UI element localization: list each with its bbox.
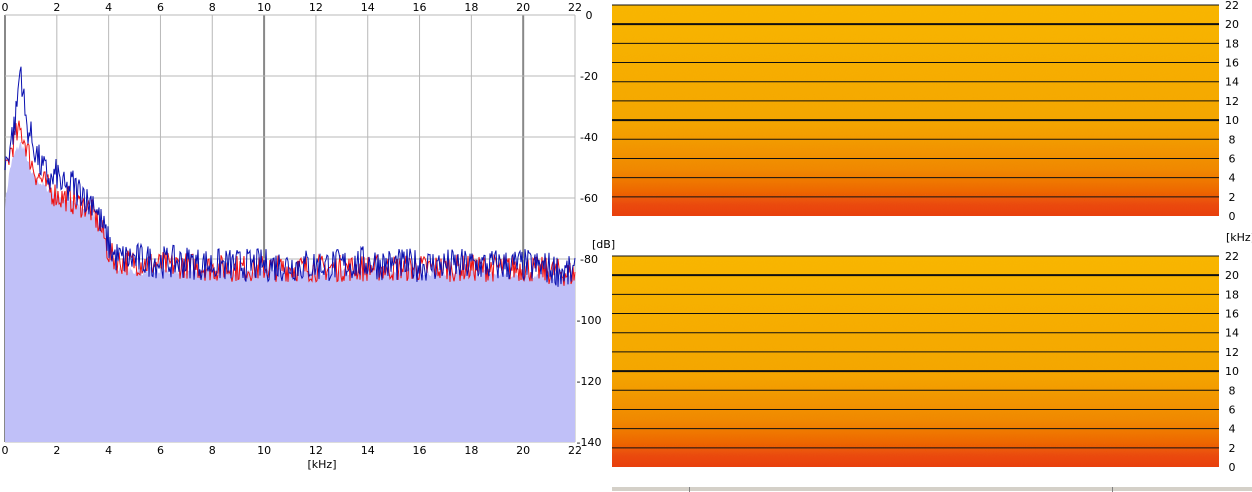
y-tick-label: -100 (577, 314, 602, 327)
frequency-grid-lines (612, 255, 1219, 449)
frequency-tick-label: 0 (1229, 461, 1236, 474)
frequency-tick-label: 20 (1225, 18, 1239, 31)
x-tick-label: 14 (361, 444, 375, 457)
x-tick-label: 10 (257, 444, 271, 457)
y-tick-label: -80 (580, 253, 598, 266)
frequency-tick-label: 22 (1225, 250, 1239, 263)
spectrum-fill-area (5, 142, 575, 442)
x-tick-label: 18 (464, 444, 478, 457)
frequency-tick-label: 8 (1229, 133, 1236, 146)
frequency-tick-label: 14 (1225, 327, 1239, 340)
status-divider (689, 487, 690, 492)
x-tick-label: 8 (209, 444, 216, 457)
frequency-axis-label: [kHz] (1226, 231, 1252, 244)
series-line-blue (4, 66, 576, 287)
y-tick-label: -40 (580, 131, 598, 144)
frequency-tick-label: 16 (1225, 308, 1239, 321)
x-tick-label: 12 (309, 1, 323, 14)
x-tick-label: 0 (2, 1, 9, 14)
y-tick-label: 0 (586, 9, 593, 22)
frequency-tick-label: 0 (1229, 210, 1236, 223)
frequency-tick-label: 8 (1229, 384, 1236, 397)
x-tick-label: 2 (53, 444, 60, 457)
x-tick-label: 6 (157, 1, 164, 14)
frequency-tick-label: 18 (1225, 288, 1239, 301)
frequency-tick-label: 6 (1229, 403, 1236, 416)
x-tick-label: 16 (413, 444, 427, 457)
x-tick-label: 6 (157, 444, 164, 457)
spectrogram-image (612, 256, 1219, 467)
y-tick-label: -20 (580, 70, 598, 83)
x-tick-label: 22 (568, 1, 582, 14)
frequency-tick-label: 2 (1229, 191, 1236, 204)
y-tick-label: -140 (577, 436, 602, 449)
x-tick-label: 20 (516, 1, 530, 14)
frequency-tick-label: 2 (1229, 442, 1236, 455)
x-tick-label: 0 (2, 444, 9, 457)
frequency-tick-label: 14 (1225, 76, 1239, 89)
x-tick-label: 2 (53, 1, 60, 14)
frequency-tick-label: 20 (1225, 269, 1239, 282)
x-tick-label: 16 (413, 1, 427, 14)
x-axis-label: [kHz] (308, 458, 337, 471)
spectrogram-image (612, 5, 1219, 216)
spectrum-chart: 0 2 4 6 8 10 12 14 16 18 20 22 0 2 4 6 8 10 12 14 16 18 20 22 … (2, 1, 616, 471)
frequency-tick-label: 12 (1225, 95, 1239, 108)
frequency-tick-label: 4 (1229, 172, 1236, 185)
y-tick-label: -60 (580, 192, 598, 205)
frequency-grid-lines (612, 4, 1219, 198)
x-tick-label: 12 (309, 444, 323, 457)
frequency-tick-label: 16 (1225, 57, 1239, 70)
x-tick-label: 4 (105, 1, 112, 14)
y-tick-label: -120 (577, 375, 602, 388)
x-tick-label: 20 (516, 444, 530, 457)
frequency-tick-label: 18 (1225, 37, 1239, 50)
y-axis-label: [dB] (592, 238, 615, 251)
x-tick-label: 14 (361, 1, 375, 14)
status-divider (1112, 487, 1113, 492)
x-tick-label: 10 (257, 1, 271, 14)
x-tick-label: 4 (105, 444, 112, 457)
frequency-tick-label: 22 (1225, 0, 1239, 12)
status-bar (612, 486, 1252, 492)
x-tick-labels-top: 0 2 4 6 8 10 12 14 16 18 20 22 (2, 1, 583, 14)
y-tick-labels: 0 -20 -40 -60 -80 -100 -120 -140 (577, 9, 602, 449)
x-tick-labels-bottom: 0 2 4 6 8 10 12 14 16 18 20 22 (2, 444, 583, 457)
x-tick-label: 18 (464, 1, 478, 14)
x-tick-label: 8 (209, 1, 216, 14)
frequency-tick-label: 10 (1225, 365, 1239, 378)
x-tick-label: 22 (568, 444, 582, 457)
frequency-tick-label: 10 (1225, 114, 1239, 127)
frequency-tick-label: 12 (1225, 346, 1239, 359)
frequency-tick-label: 4 (1229, 423, 1236, 436)
frequency-tick-label: 6 (1229, 152, 1236, 165)
